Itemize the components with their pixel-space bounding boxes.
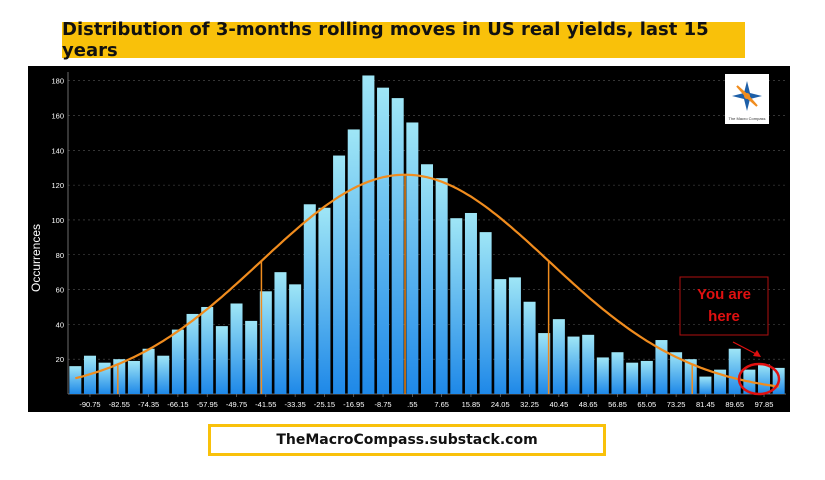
bar: [201, 306, 214, 394]
y-axis-label: Occurrences: [29, 224, 43, 292]
y-tick-label: 120: [51, 181, 64, 190]
x-tick-label: -8.75: [374, 400, 391, 409]
x-tick-label: 40.45: [549, 400, 568, 409]
bar: [494, 279, 507, 394]
x-tick-label: 48.65: [579, 400, 598, 409]
bar: [655, 340, 668, 394]
bar: [670, 352, 683, 394]
x-tick-label: 65.05: [637, 400, 656, 409]
you-are-here-callout: You are here: [679, 276, 781, 396]
bar: [450, 218, 463, 394]
y-tick-label: 80: [56, 251, 64, 260]
x-tick-label: -41.55: [255, 400, 276, 409]
bar: [420, 164, 434, 394]
x-tick-label: -57.95: [197, 400, 218, 409]
x-tick-label: 24.05: [491, 400, 510, 409]
bar: [113, 359, 126, 394]
callout-arrowhead: [753, 350, 761, 357]
bar: [186, 313, 199, 394]
bar: [259, 291, 272, 394]
bar: [684, 359, 697, 394]
y-tick-label: 100: [51, 216, 64, 225]
callout-line-1: You are: [697, 286, 751, 303]
normal-curve-line: [75, 173, 779, 388]
y-tick-label: 140: [51, 146, 64, 155]
x-tick-label: 73.25: [667, 400, 686, 409]
bar: [758, 364, 771, 394]
callout-arrow: [732, 341, 759, 356]
logo: The Macro Compass: [725, 74, 769, 124]
bar: [377, 87, 390, 395]
bar: [391, 98, 404, 395]
chart: 20 40 60 80 100 120 140 160 180 -90.75 -82.55 -74.…: [28, 66, 790, 412]
bar: [289, 284, 302, 394]
bar: [127, 360, 140, 394]
bar: [728, 348, 741, 394]
x-tick-label: 7.65: [434, 400, 449, 409]
bar: [303, 204, 316, 394]
bar: [142, 348, 155, 394]
bar: [318, 207, 331, 394]
bar: [435, 178, 448, 394]
x-tick-label: 15.85: [462, 400, 481, 409]
bar: [552, 319, 565, 394]
x-tick-label: -66.15: [167, 400, 188, 409]
y-tick-label: 180: [51, 77, 64, 86]
x-tick-label: -82.55: [109, 400, 130, 409]
bar: [508, 277, 521, 394]
bar: [362, 75, 375, 394]
bar: [582, 334, 595, 394]
x-tick-label: .55: [407, 400, 417, 409]
x-tick-label: 32.25: [520, 400, 539, 409]
x-tick-label: 89.65: [725, 400, 744, 409]
x-tick-label: -74.35: [138, 400, 159, 409]
x-tick-label: 81.45: [696, 400, 715, 409]
normal-curve: [75, 173, 779, 394]
footer-source: TheMacroCompass.substack.com: [208, 424, 606, 456]
bar: [464, 212, 477, 394]
bar: [406, 122, 419, 394]
logo-caption: The Macro Compass: [728, 116, 765, 121]
bar: [479, 232, 492, 394]
bars: [69, 75, 785, 395]
x-tick-label: -49.75: [226, 400, 247, 409]
bar: [699, 376, 712, 394]
x-tick-label: -33.35: [284, 400, 305, 409]
bar: [333, 155, 346, 394]
bar: [157, 355, 170, 394]
highlight-circle: [737, 362, 781, 396]
bar: [230, 303, 243, 394]
compass-icon: [732, 81, 762, 111]
x-tick-label: -25.15: [314, 400, 335, 409]
bar: [596, 357, 609, 394]
x-tick-label: -90.75: [79, 400, 100, 409]
bar: [640, 360, 653, 394]
x-tick-label: 56.85: [608, 400, 627, 409]
chart-title: Distribution of 3-months rolling moves i…: [62, 19, 745, 61]
bar: [69, 366, 82, 394]
bar: [626, 362, 639, 394]
bar: [171, 329, 184, 394]
callout-line-2: here: [708, 308, 740, 325]
bar: [347, 129, 360, 394]
bar: [611, 352, 624, 394]
y-tick-label: 40: [56, 320, 64, 329]
bar: [215, 326, 228, 394]
bar: [245, 320, 258, 394]
x-tick-label: -16.95: [343, 400, 364, 409]
y-tick-label: 160: [51, 112, 64, 121]
x-axis-ticks: -90.75 -82.55 -74.35 -66.15 -57.95 -49.75 -41.…: [79, 394, 773, 409]
x-tick-label: 97.85: [755, 400, 774, 409]
bar: [567, 336, 580, 394]
histogram-chart: 20 40 60 80 100 120 140 160 180 -90.75 -82.55 -74.…: [28, 66, 790, 412]
bar: [274, 272, 287, 394]
bar: [538, 333, 551, 394]
y-tick-label: 20: [56, 355, 64, 364]
y-tick-label: 60: [56, 286, 64, 295]
bar: [523, 301, 536, 394]
